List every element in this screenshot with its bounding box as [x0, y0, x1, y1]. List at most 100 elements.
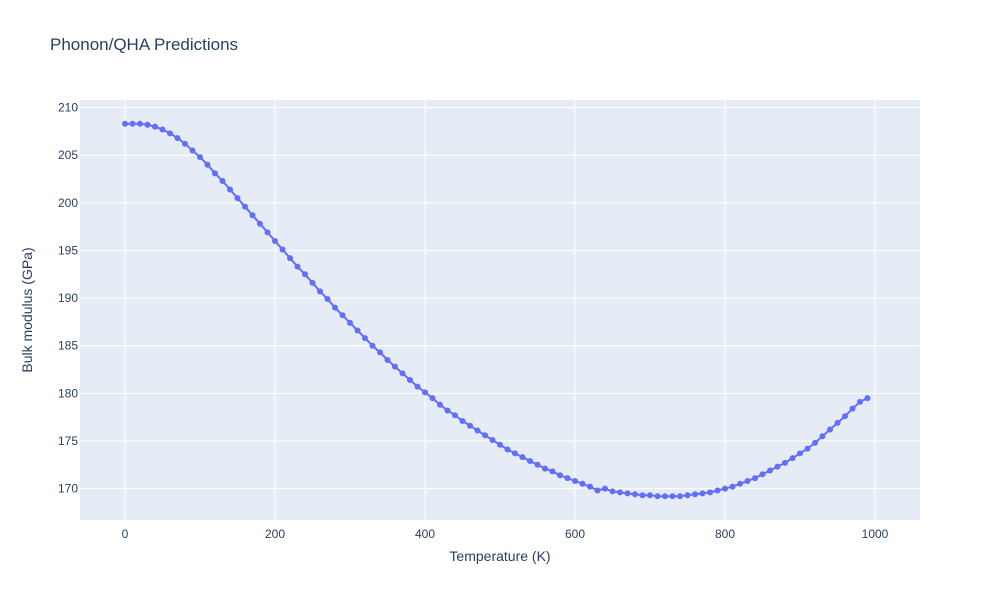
data-point[interactable] — [729, 483, 736, 490]
data-point[interactable] — [272, 237, 278, 244]
data-point[interactable] — [414, 383, 421, 390]
data-point[interactable] — [579, 480, 586, 487]
data-point[interactable] — [249, 212, 256, 219]
data-point[interactable] — [519, 454, 526, 461]
data-point[interactable] — [639, 492, 646, 499]
data-point[interactable] — [482, 432, 488, 439]
data-point[interactable] — [677, 493, 683, 500]
data-point[interactable] — [122, 120, 128, 127]
data-point[interactable] — [159, 126, 166, 133]
data-point[interactable] — [219, 177, 226, 184]
data-point[interactable] — [827, 426, 833, 433]
data-point[interactable] — [309, 279, 316, 286]
data-point[interactable] — [722, 485, 728, 492]
data-point[interactable] — [767, 467, 773, 474]
data-point[interactable] — [849, 405, 856, 412]
data-point[interactable] — [444, 407, 451, 414]
data-point[interactable] — [399, 370, 406, 377]
data-point[interactable] — [647, 492, 653, 499]
data-point[interactable] — [144, 121, 151, 128]
data-point[interactable] — [474, 427, 481, 434]
data-point[interactable] — [534, 461, 541, 468]
data-point[interactable] — [234, 195, 241, 202]
data-point[interactable] — [264, 229, 271, 236]
data-point[interactable] — [384, 357, 391, 363]
data-point[interactable] — [347, 319, 353, 326]
data-point[interactable] — [459, 417, 466, 424]
data-point[interactable] — [864, 395, 871, 402]
data-point[interactable] — [339, 312, 346, 319]
data-point[interactable] — [857, 398, 863, 405]
data-point[interactable] — [489, 437, 496, 443]
data-point[interactable] — [527, 457, 533, 464]
data-point[interactable] — [212, 170, 218, 177]
data-point[interactable] — [429, 395, 436, 402]
data-point[interactable] — [197, 154, 203, 161]
data-point[interactable] — [407, 377, 413, 383]
data-point[interactable] — [752, 475, 758, 482]
data-point[interactable] — [204, 161, 211, 168]
data-point[interactable] — [609, 488, 616, 495]
data-point[interactable] — [437, 401, 443, 408]
data-point[interactable] — [504, 446, 511, 453]
data-point[interactable] — [834, 419, 841, 426]
data-point[interactable] — [467, 422, 473, 429]
data-point[interactable] — [692, 491, 698, 498]
data-point[interactable] — [594, 487, 601, 494]
data-point[interactable] — [512, 450, 518, 457]
data-point[interactable] — [129, 120, 136, 127]
data-point[interactable] — [287, 255, 293, 262]
data-point[interactable] — [797, 450, 803, 457]
data-point[interactable] — [362, 335, 368, 342]
data-point[interactable] — [707, 489, 713, 496]
data-point[interactable] — [324, 296, 331, 303]
data-point[interactable] — [452, 412, 458, 419]
data-point[interactable] — [189, 147, 196, 154]
data-point[interactable] — [572, 477, 578, 484]
data-point[interactable] — [354, 327, 361, 334]
data-point[interactable] — [684, 492, 691, 499]
data-point[interactable] — [137, 120, 143, 127]
data-point[interactable] — [182, 140, 188, 147]
data-point[interactable] — [602, 485, 608, 492]
data-point[interactable] — [759, 471, 766, 478]
data-point[interactable] — [167, 130, 173, 137]
data-point[interactable] — [654, 493, 661, 500]
data-point[interactable] — [369, 342, 376, 349]
data-point[interactable] — [632, 491, 638, 498]
data-point[interactable] — [152, 123, 158, 130]
data-point[interactable] — [744, 477, 751, 484]
data-point[interactable] — [564, 475, 571, 482]
data-point[interactable] — [587, 483, 593, 490]
data-point[interactable] — [789, 455, 796, 462]
data-point[interactable] — [714, 487, 721, 494]
data-point[interactable] — [812, 439, 818, 446]
data-point[interactable] — [624, 490, 631, 497]
data-point[interactable] — [819, 433, 826, 440]
data-point[interactable] — [737, 480, 743, 487]
data-point[interactable] — [549, 468, 556, 475]
data-point[interactable] — [227, 186, 233, 193]
data-point[interactable] — [392, 363, 398, 370]
data-point[interactable] — [422, 389, 428, 396]
data-point[interactable] — [662, 493, 668, 500]
data-point[interactable] — [332, 304, 338, 311]
data-point[interactable] — [279, 246, 286, 253]
data-point[interactable] — [782, 459, 788, 466]
data-point[interactable] — [842, 413, 848, 420]
data-point[interactable] — [174, 135, 181, 142]
data-point[interactable] — [774, 463, 781, 470]
data-point[interactable] — [242, 203, 248, 210]
data-point[interactable] — [542, 465, 548, 472]
data-point[interactable] — [804, 445, 811, 452]
data-point[interactable] — [302, 271, 308, 278]
data-point[interactable] — [557, 472, 563, 479]
data-point[interactable] — [377, 349, 383, 356]
data-point[interactable] — [617, 489, 623, 496]
data-point[interactable] — [257, 220, 263, 227]
data-point[interactable] — [669, 493, 676, 500]
data-point[interactable] — [497, 441, 503, 448]
data-point[interactable] — [317, 288, 323, 295]
data-point[interactable] — [294, 263, 301, 270]
data-point[interactable] — [699, 490, 706, 497]
